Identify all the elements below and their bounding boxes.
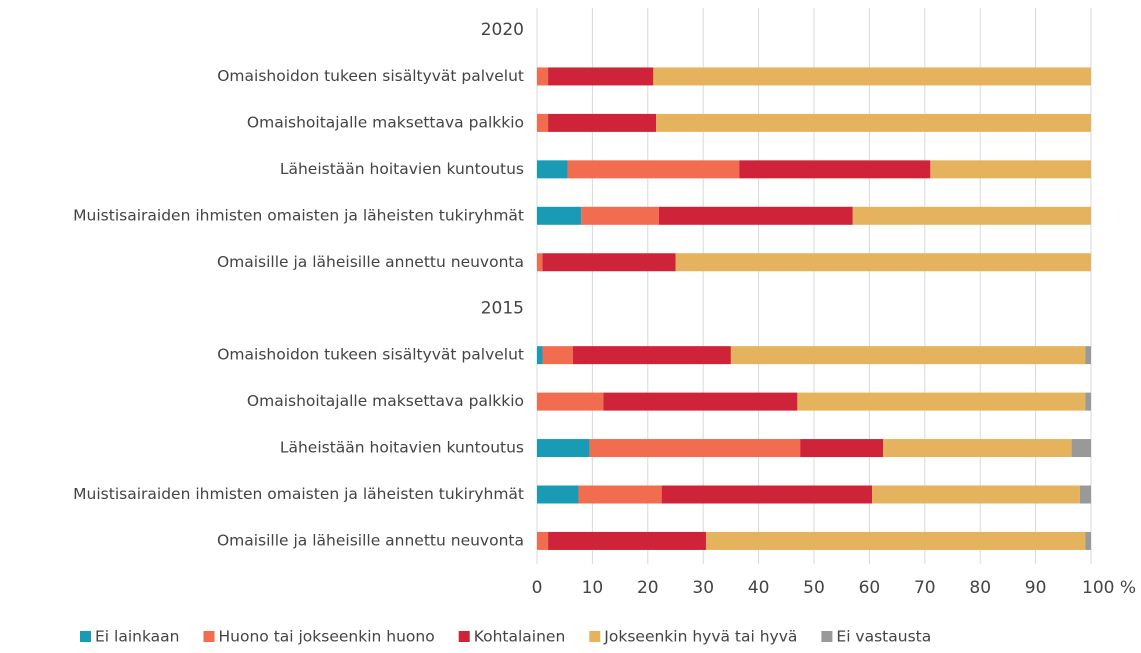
y-tick-label: Omaishoitajalle maksettava palkkio: [247, 392, 524, 410]
bar-segment: [705, 531, 1086, 550]
y-tick-label: Läheistään hoitavien kuntoutus: [280, 439, 524, 457]
bar-segment: [658, 206, 853, 225]
bar-segment: [872, 485, 1080, 504]
bar-segment: [537, 392, 604, 411]
bar-segment: [537, 485, 579, 504]
legend-label: Huono tai jokseenkin huono: [219, 628, 435, 646]
x-tick-label: 20: [637, 578, 659, 598]
y-tick-label: Omaishoitajalle maksettava palkkio: [247, 113, 524, 131]
y-tick-label: Omaisille ja läheisille annettu neuvonta: [217, 253, 524, 271]
bar-segment: [603, 392, 798, 411]
x-tick-label: 0: [532, 578, 543, 598]
bar-segment: [852, 206, 1091, 225]
x-tick-label: 70: [914, 578, 936, 598]
bar-segment: [739, 160, 931, 179]
bar-segment: [656, 113, 1091, 132]
y-tick-label: Muistisairaiden ihmisten omaisten ja läh…: [73, 206, 524, 224]
bar-segment: [883, 439, 1072, 458]
bar-segment: [542, 346, 574, 365]
legend-swatch: [821, 631, 833, 642]
legend-label: Ei vastausta: [836, 628, 931, 646]
bar-segment: [1085, 531, 1091, 550]
y-tick-label: Omaishoidon tukeen sisältyvät palvelut: [217, 346, 524, 364]
y-tick-label: Läheistään hoitavien kuntoutus: [280, 160, 524, 178]
legend-swatch: [80, 631, 91, 642]
bar-segment: [1079, 485, 1091, 504]
legend-swatch: [458, 631, 470, 642]
bar-segment: [578, 485, 662, 504]
bar-segment: [581, 206, 659, 225]
bar-segment: [1085, 392, 1091, 411]
bar-segment: [537, 253, 543, 272]
bar-segment: [537, 531, 549, 550]
y-tick-label: Muistisairaiden ihmisten omaisten ja läh…: [73, 485, 524, 503]
bar-segment: [537, 206, 582, 225]
x-tick-label: 50: [803, 578, 825, 598]
x-tick-label: 90: [1025, 578, 1047, 598]
bar-segment: [653, 67, 1091, 86]
legend-label: Ei lainkaan: [95, 628, 180, 646]
bar-segment: [537, 113, 549, 132]
bar-segment: [675, 253, 1091, 272]
legend-label: Jokseenkin hyvä tai hyvä: [603, 628, 797, 646]
x-tick-label: 40: [748, 578, 770, 598]
bar-segment: [537, 160, 568, 179]
legend-label: Kohtalainen: [474, 628, 566, 646]
bar-segment: [800, 439, 884, 458]
bar-segment: [661, 485, 873, 504]
bar-segment: [537, 346, 543, 365]
bar-segment: [542, 253, 676, 272]
bar-segment: [567, 160, 740, 179]
x-tick-label: 80: [969, 578, 991, 598]
y-tick-label: Omaishoidon tukeen sisältyvät palvelut: [217, 67, 524, 85]
bar-segment: [797, 392, 1086, 411]
bar-segment: [730, 346, 1086, 365]
x-tick-label: 60: [859, 578, 881, 598]
bar-segment: [589, 439, 801, 458]
legend-swatch: [203, 631, 215, 642]
bar-segment: [548, 531, 706, 550]
x-tick-label: 30: [692, 578, 714, 598]
x-tick-label: 10: [582, 578, 604, 598]
bar-segment: [573, 346, 731, 365]
bar-segment: [1071, 439, 1091, 458]
bar-segment: [548, 67, 654, 86]
y-tick-label: Omaisille ja läheisille annettu neuvonta: [217, 531, 524, 549]
group-label: 2015: [481, 299, 524, 319]
group-label: 2020: [481, 20, 524, 40]
x-tick-label: 100 %: [1082, 578, 1136, 598]
bar-segment: [537, 439, 590, 458]
bar-segment: [1085, 346, 1091, 365]
bar-segment: [930, 160, 1091, 179]
bar-segment: [548, 113, 657, 132]
legend-swatch: [589, 631, 601, 642]
bar-segment: [537, 67, 549, 86]
